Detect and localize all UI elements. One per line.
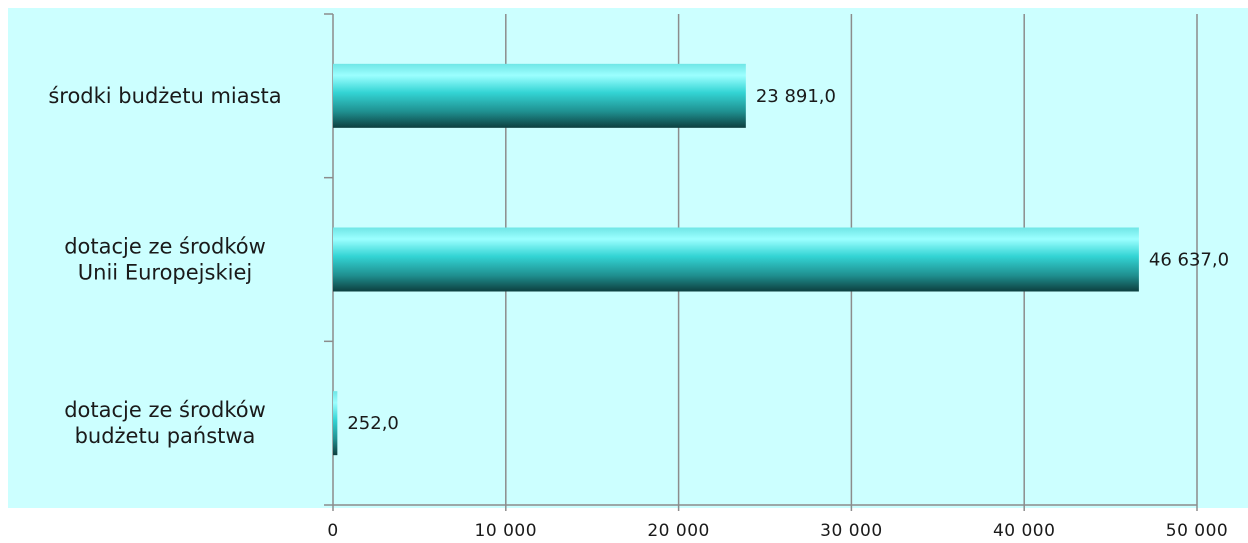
data-label-2: 252,0: [347, 413, 399, 434]
x-tick-label: 30 000: [820, 521, 882, 541]
category-label-1-0: dotacje ze środków: [64, 235, 266, 259]
bar-1: [333, 227, 1139, 292]
data-label-0: 23 891,0: [756, 86, 836, 107]
category-label-1-1: Unii Europejskiej: [78, 261, 252, 285]
bar-2: [333, 391, 338, 456]
data-label-1: 46 637,0: [1149, 250, 1229, 271]
x-tick-label: 0: [327, 521, 338, 541]
x-tick-label: 40 000: [993, 521, 1055, 541]
bar-0: [333, 63, 746, 128]
category-label-0-0: środki budżetu miasta: [48, 84, 281, 108]
x-tick-label: 10 000: [475, 521, 537, 541]
category-label-2-1: budżetu państwa: [75, 424, 256, 448]
x-tick-label: 20 000: [647, 521, 709, 541]
category-label-2-0: dotacje ze środków: [64, 398, 266, 422]
x-tick-label: 50 000: [1166, 521, 1228, 541]
